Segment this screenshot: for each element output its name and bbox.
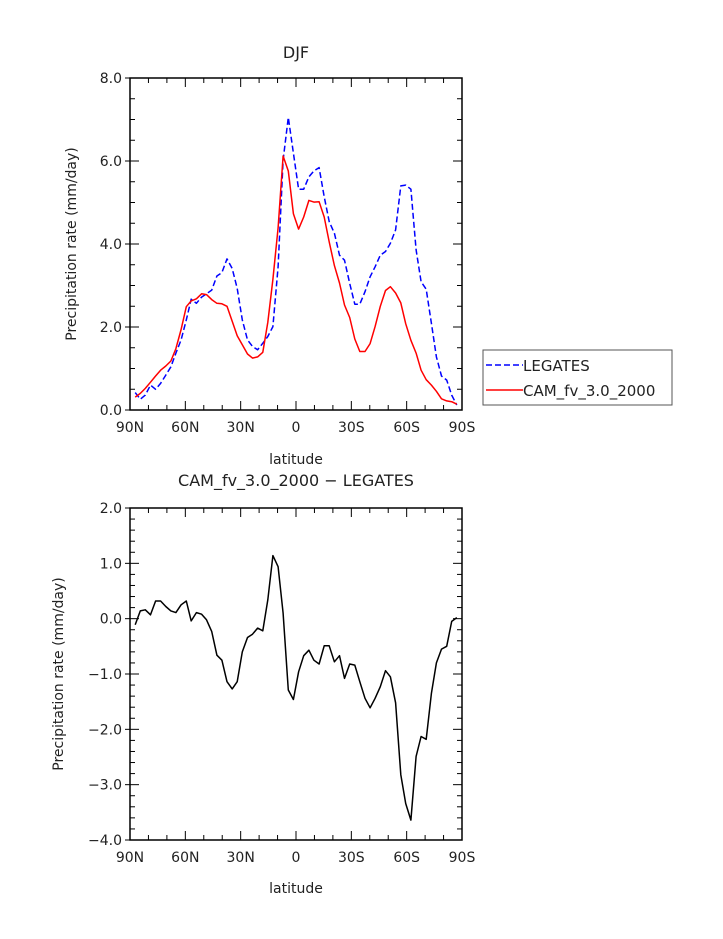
x-tick-label: 90N xyxy=(116,420,144,436)
plot-frame xyxy=(129,77,463,411)
x-tick-label: 30N xyxy=(227,850,255,866)
x-tick-label: 90S xyxy=(449,420,476,436)
x-tick-label: 0 xyxy=(292,850,301,866)
y-tick-label: 1.0 xyxy=(100,556,122,572)
y-tick-label: −4.0 xyxy=(88,833,122,849)
plot-frame xyxy=(129,507,463,841)
y-tick-label: −3.0 xyxy=(88,778,122,794)
top-plot-djf: DJF latitude Precipitation rate (mm/day)… xyxy=(64,43,673,468)
chart-title: DJF xyxy=(283,43,309,62)
y-tick-label: 0.0 xyxy=(100,612,122,628)
x-tick-label: 90N xyxy=(116,850,144,866)
legend-label-cam: CAM_fv_3.0_2000 xyxy=(523,382,655,401)
series-line-legates xyxy=(134,116,458,406)
chart-title: CAM_fv_3.0_2000 − LEGATES xyxy=(178,471,414,491)
bottom-plot-difference: CAM_fv_3.0_2000 − LEGATES latitude Preci… xyxy=(51,471,475,897)
y-tick-label: 2.0 xyxy=(100,320,122,336)
x-tick-label: 60S xyxy=(393,420,420,436)
y-tick-label: 2.0 xyxy=(100,501,122,517)
x-tick-label: 0 xyxy=(292,420,301,436)
legend-box xyxy=(482,349,673,406)
x-tick-label: 90S xyxy=(449,850,476,866)
y-tick-label: −2.0 xyxy=(88,722,122,738)
y-tick-label: 8.0 xyxy=(100,71,122,87)
y-tick-label: 4.0 xyxy=(100,237,122,253)
series-line-difference xyxy=(134,554,458,821)
x-tick-label: 60N xyxy=(171,850,199,866)
y-tick-label: 6.0 xyxy=(100,154,122,170)
y-axis-label: Precipitation rate (mm/day) xyxy=(51,577,67,771)
x-tick-label: 60S xyxy=(393,850,420,866)
x-axis-label: latitude xyxy=(269,881,323,897)
y-axis-label: Precipitation rate (mm/day) xyxy=(64,147,80,341)
x-tick-label: 30S xyxy=(338,850,365,866)
x-tick-label: 30N xyxy=(227,420,255,436)
legend-label-legates: LEGATES xyxy=(523,357,590,375)
y-tick-label: 0.0 xyxy=(100,403,122,419)
series-line-cam-fv-3-0-2000 xyxy=(134,155,458,405)
y-tick-label: −1.0 xyxy=(88,667,122,683)
x-tick-label: 30S xyxy=(338,420,365,436)
legend: LEGATES CAM_fv_3.0_2000 xyxy=(482,349,673,406)
x-axis-label: latitude xyxy=(269,452,323,468)
x-tick-label: 60N xyxy=(171,420,199,436)
